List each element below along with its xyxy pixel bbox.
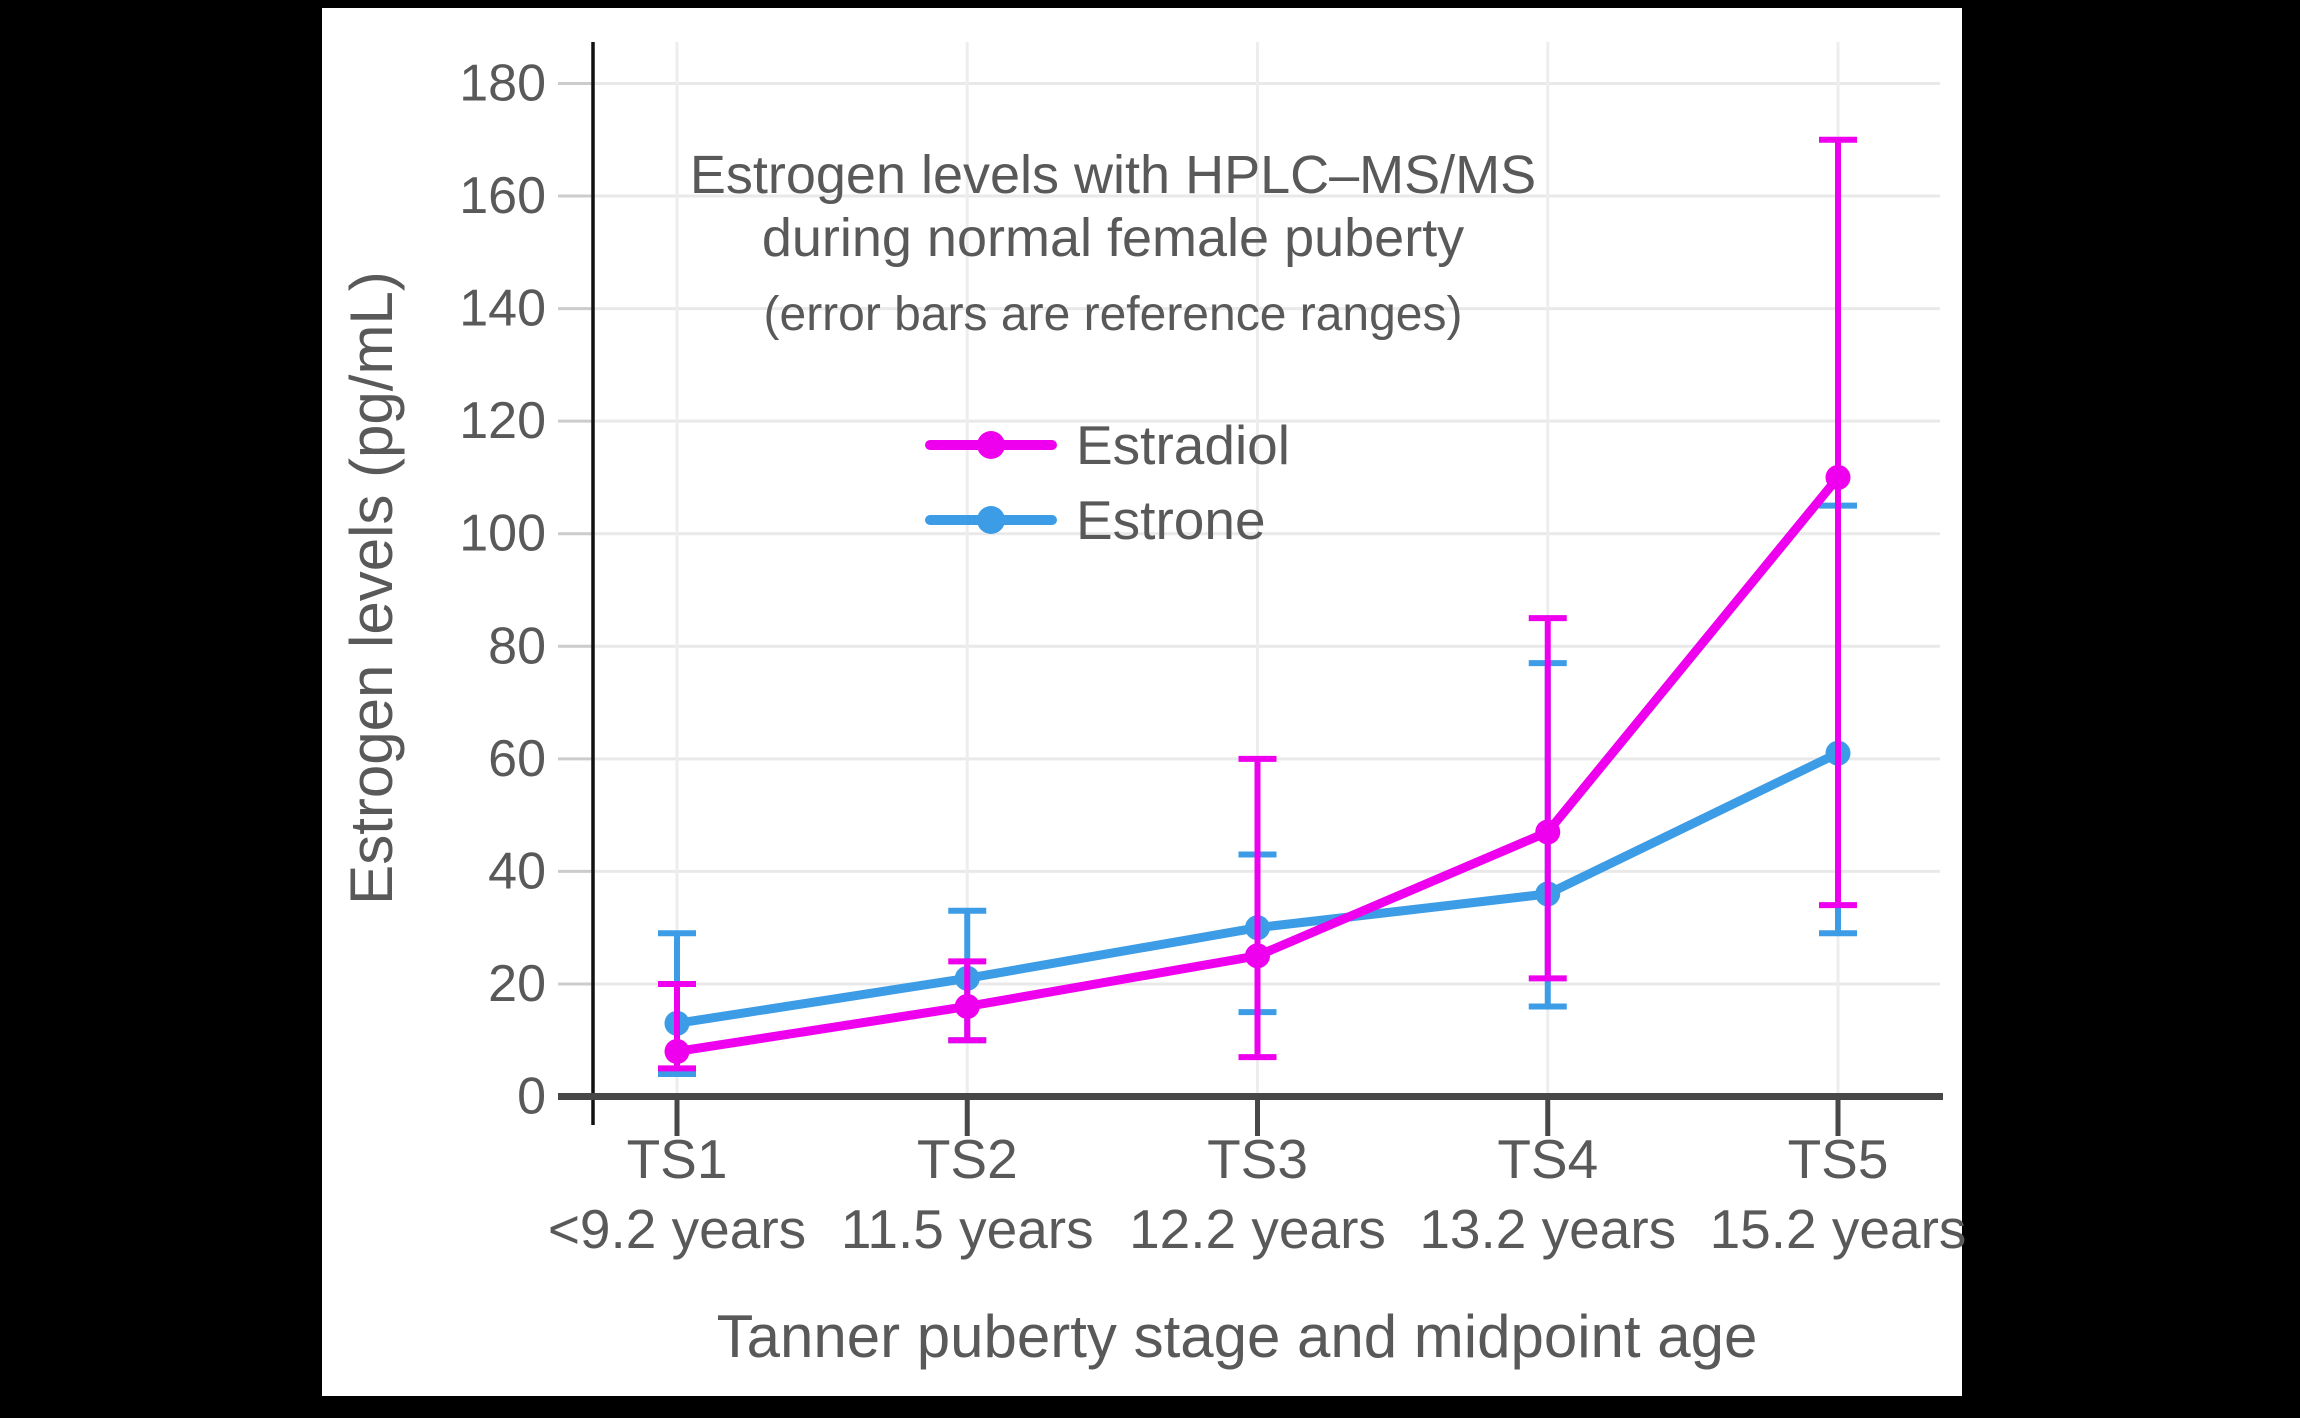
estrone-legend-dot-icon xyxy=(977,506,1005,534)
y-tick-label-60: 60 xyxy=(488,730,546,788)
y-tick-label-20: 20 xyxy=(488,955,546,1013)
estradiol-error-bar-ts3 xyxy=(1238,755,1277,1061)
series-layer xyxy=(658,136,1857,1077)
estradiol-legend-dot-icon xyxy=(977,431,1005,459)
x-stage-label-ts4: TS4 xyxy=(1497,1128,1598,1190)
estradiol-point-ts1 xyxy=(664,1038,690,1064)
x-axis-title: Tanner puberty stage and midpoint age xyxy=(717,1303,1758,1370)
x-age-label-ts3: 12.2 years xyxy=(1129,1198,1386,1260)
estradiol-point-ts2 xyxy=(954,993,980,1019)
x-age-label-ts1: <9.2 years xyxy=(548,1198,806,1260)
estradiol-point-ts5 xyxy=(1825,464,1851,490)
legend-label-estradiol: Estradiol xyxy=(1076,414,1290,476)
chart-title-line1: Estrogen levels with HPLC–MS/MS xyxy=(690,145,1536,205)
y-tick-label-160: 160 xyxy=(459,167,546,225)
axes xyxy=(558,42,1943,1136)
series-estradiol xyxy=(658,136,1857,1072)
chart-title-line2: during normal female puberty xyxy=(762,208,1464,268)
chart-panel xyxy=(322,8,1962,1396)
x-age-label-ts2: 11.5 years xyxy=(841,1198,1094,1260)
y-tick-label-0: 0 xyxy=(517,1068,546,1126)
legend: Estradiol Estrone xyxy=(925,414,1290,551)
chart-subtitle: (error bars are reference ranges) xyxy=(764,288,1463,341)
y-tick-label-120: 120 xyxy=(459,392,546,450)
axis-tick-labels: 0 20 40 60 80 100 120 140 160 180 TS1 <9.2 years TS2… xyxy=(459,55,1966,1261)
x-age-label-ts4: 13.2 years xyxy=(1419,1198,1676,1260)
legend-item-estrone: Estrone xyxy=(925,489,1266,551)
y-tick-label-80: 80 xyxy=(488,617,546,675)
x-stage-label-ts1: TS1 xyxy=(627,1128,728,1190)
estradiol-point-ts4 xyxy=(1535,819,1561,845)
legend-label-estrone: Estrone xyxy=(1076,489,1266,551)
y-tick-label-180: 180 xyxy=(459,55,546,113)
y-tick-label-40: 40 xyxy=(488,842,546,900)
y-tick-label-140: 140 xyxy=(459,280,546,338)
x-stage-label-ts5: TS5 xyxy=(1788,1128,1889,1190)
gridlines xyxy=(593,42,1940,1094)
y-axis-title: Estrogen levels (pg/mL) xyxy=(338,271,405,905)
x-stage-label-ts2: TS2 xyxy=(917,1128,1018,1190)
x-stage-label-ts3: TS3 xyxy=(1207,1128,1308,1190)
estradiol-point-ts3 xyxy=(1245,943,1270,969)
legend-item-estradiol: Estradiol xyxy=(925,414,1290,476)
x-age-label-ts5: 15.2 years xyxy=(1710,1198,1967,1260)
y-tick-label-100: 100 xyxy=(459,505,546,563)
estradiol-error-bar-ts4 xyxy=(1528,615,1567,982)
estradiol-error-bar-ts5 xyxy=(1819,136,1857,909)
